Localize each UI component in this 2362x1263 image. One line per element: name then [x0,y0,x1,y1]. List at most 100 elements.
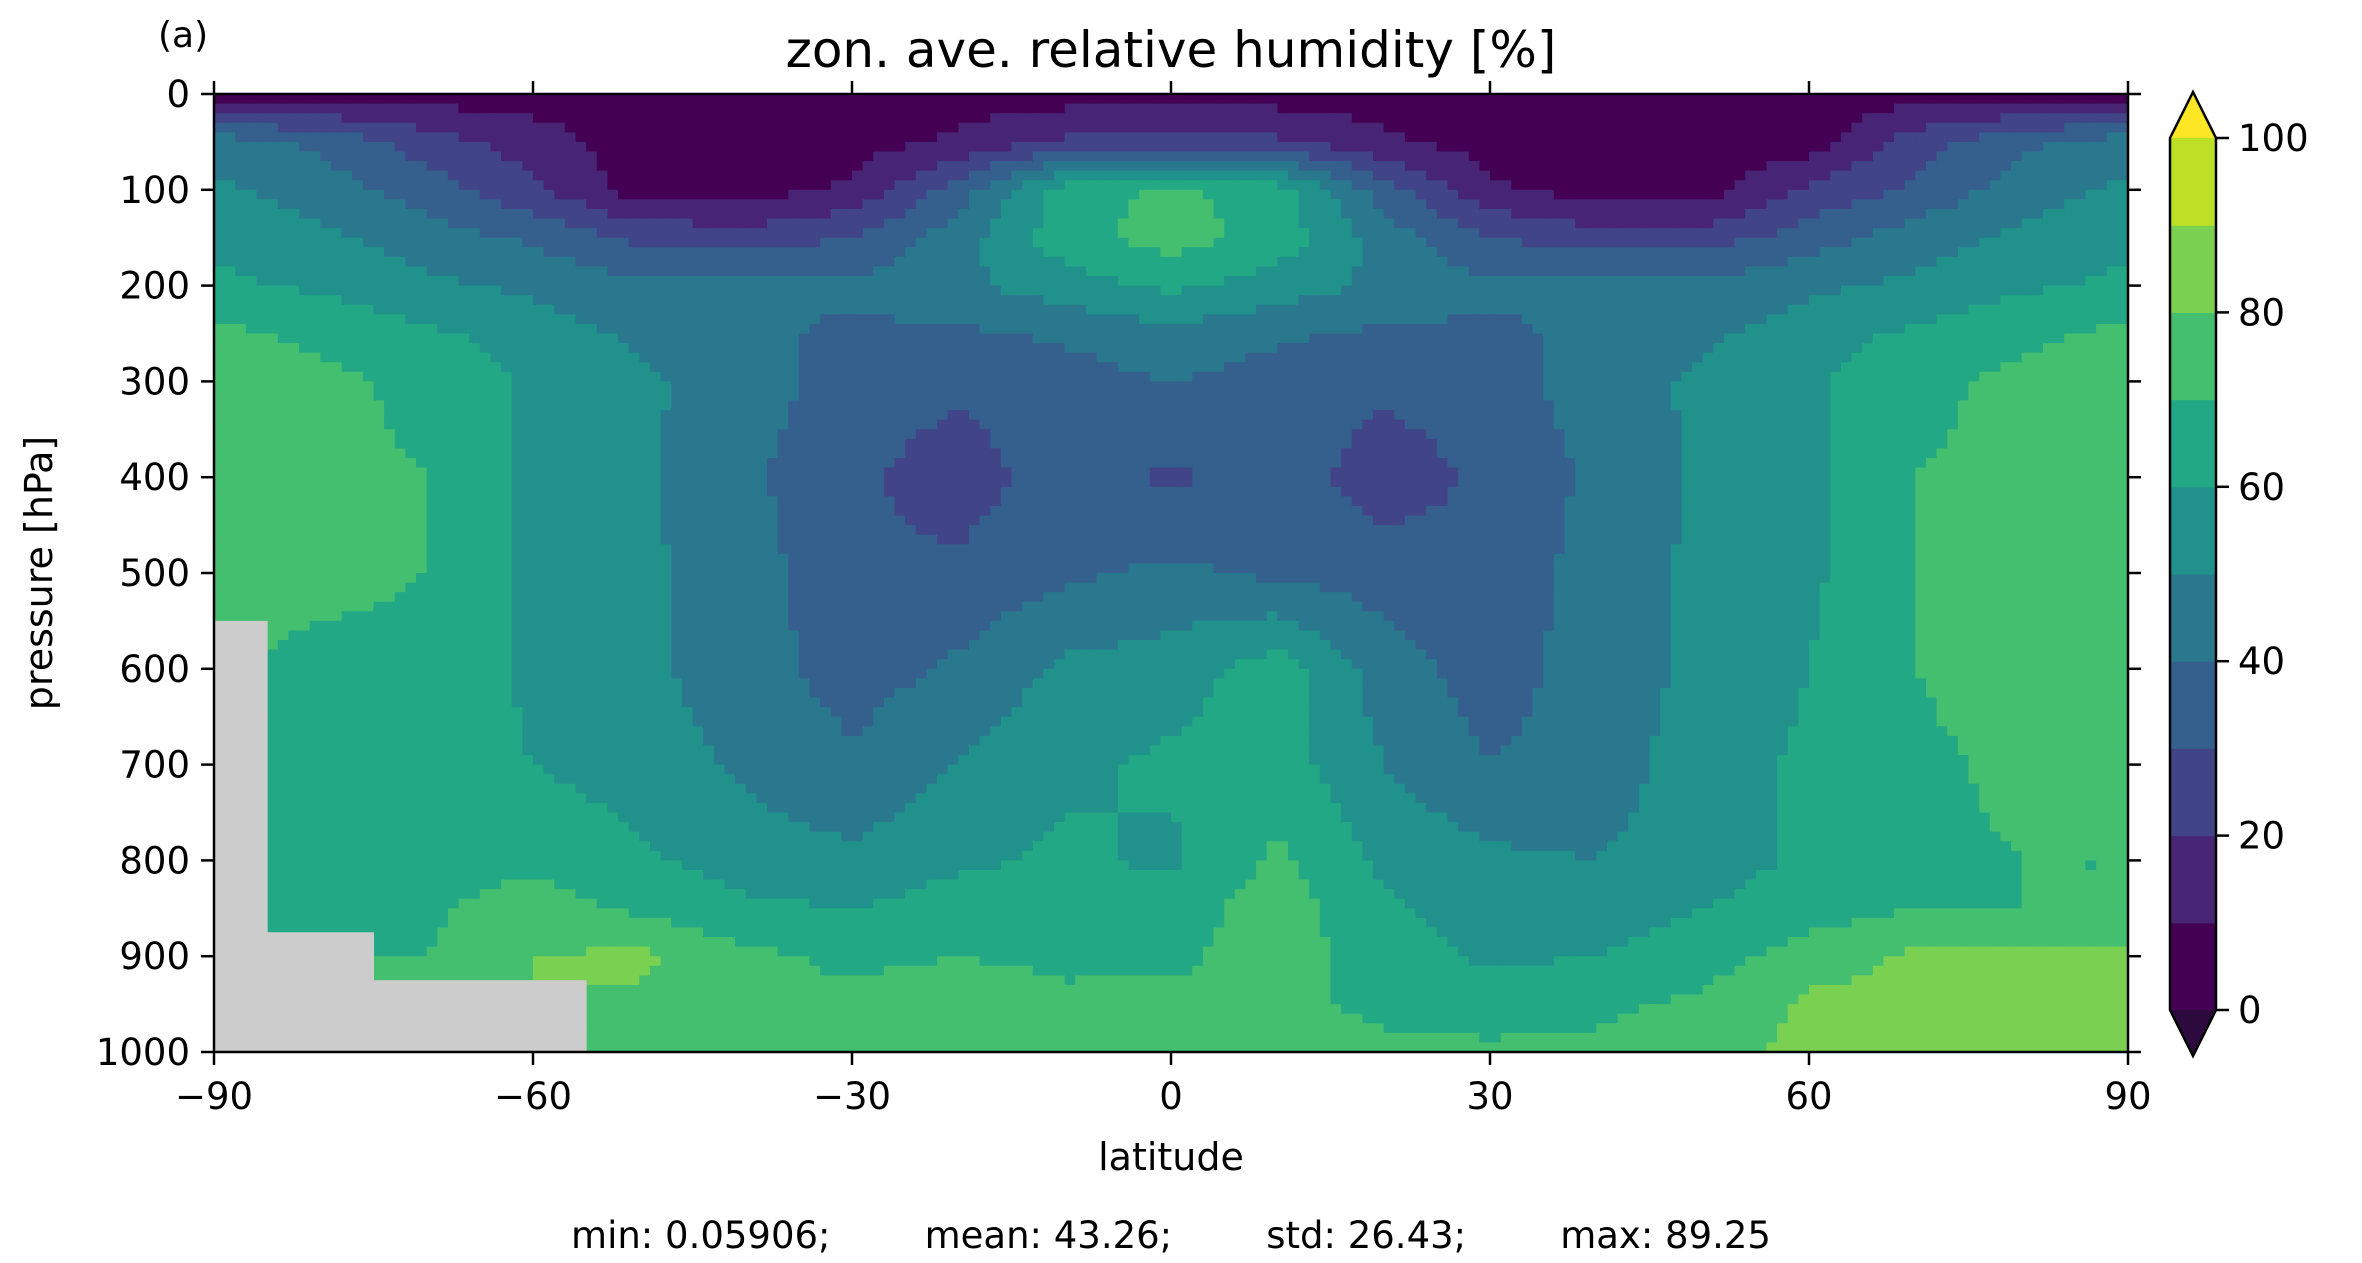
contour-cell [2032,285,2044,296]
contour-cell [713,113,726,124]
contour-cell [1734,170,1746,181]
contour-cell [1638,352,1651,363]
contour-cell [1373,256,1385,268]
contour-cell [2096,304,2108,316]
contour-cell [245,228,258,239]
contour-cell [1394,256,1406,268]
contour-cell [1075,343,1087,354]
contour-cell [416,323,428,335]
contour-cell [2032,180,2044,191]
contour-cell [1872,208,1885,220]
contour-cell [309,189,322,201]
contour-cell [958,132,970,143]
contour-cell [1287,323,1300,335]
contour-cell [1883,285,1895,296]
contour-cell [2074,256,2087,268]
contour-cell [1224,151,1236,162]
contour-cell [681,276,694,287]
contour-cell [1745,333,1757,344]
contour-cell [1139,141,1151,153]
contour-cell [1043,266,1055,277]
contour-cell [447,314,460,325]
contour-cell [1830,314,1842,325]
contour-cell [1330,333,1342,344]
contour-cell [2000,189,2012,201]
contour-cell [1479,122,1491,134]
contour-cell [1915,161,1927,172]
contour-cell [1032,132,1045,143]
contour-cell [1723,228,1736,239]
contour-cell [1957,295,1970,306]
contour-cell [394,304,407,316]
contour-cell [660,314,672,325]
contour-cell [1766,218,1778,229]
contour-cell [1011,199,1023,210]
contour-cell [1171,170,1183,181]
contour-cell [745,285,757,296]
contour-cell [373,323,385,335]
contour-cell [245,94,258,105]
contour-cell [883,113,896,124]
contour-cell [362,247,375,258]
contour-cell [1628,304,1640,316]
contour-cell [1415,323,1427,335]
contour-cell [1319,161,1332,172]
contour-cell [1149,256,1162,268]
contour-cell [1394,333,1406,344]
contour-cell [1426,228,1438,239]
contour-cell [915,266,928,277]
contour-cell [1713,247,1725,258]
contour-cell [1606,151,1619,162]
contour-cell [1830,285,1842,296]
contour-cell [1745,237,1757,248]
contour-cell [1830,189,1842,201]
contour-cell [1702,285,1714,296]
contour-cell [798,132,811,143]
contour-cell [1979,343,1991,354]
contour-cell [1117,323,1130,335]
contour-cell [1224,295,1236,306]
contour-cell [1617,199,1629,210]
contour-cell [267,199,279,210]
contour-cell [618,323,630,335]
contour-cell [543,208,555,220]
contour-cell [1447,151,1459,162]
contour-cell [1947,180,1959,191]
contour-cell [1234,141,1247,153]
contour-cell [511,343,524,354]
contour-cell [447,161,460,172]
contour-cell [958,180,970,191]
contour-cell [639,352,651,363]
contour-cell [1809,247,1821,258]
contour-cell [1085,343,1098,354]
contour-cell [639,343,651,354]
contour-cell [1596,323,1608,335]
contour-cell [214,208,226,220]
contour-cell [841,103,853,114]
contour-cell [1213,343,1225,354]
contour-cell [1883,343,1895,354]
contour-cell [1075,314,1087,325]
contour-cell [1575,247,1587,258]
contour-cell [394,285,407,296]
contour-cell [618,266,630,277]
contour-cell [862,247,874,258]
contour-cell [437,122,449,134]
contour-cell [2096,295,2108,306]
contour-cell [1149,103,1162,114]
contour-cell [501,218,513,229]
contour-cell [1458,333,1470,344]
contour-cell [820,103,832,114]
contour-cell [788,295,800,306]
contour-cell [1192,237,1204,248]
contour-cell [2032,247,2044,258]
contour-cell [245,208,258,220]
contour-cell [1319,237,1332,248]
contour-cell [277,343,290,354]
contour-cell [1681,237,1693,248]
contour-cell [1500,132,1512,143]
contour-cell [586,161,598,172]
contour-cell [341,247,353,258]
contour-cell [235,276,247,287]
contour-cell [405,295,417,306]
